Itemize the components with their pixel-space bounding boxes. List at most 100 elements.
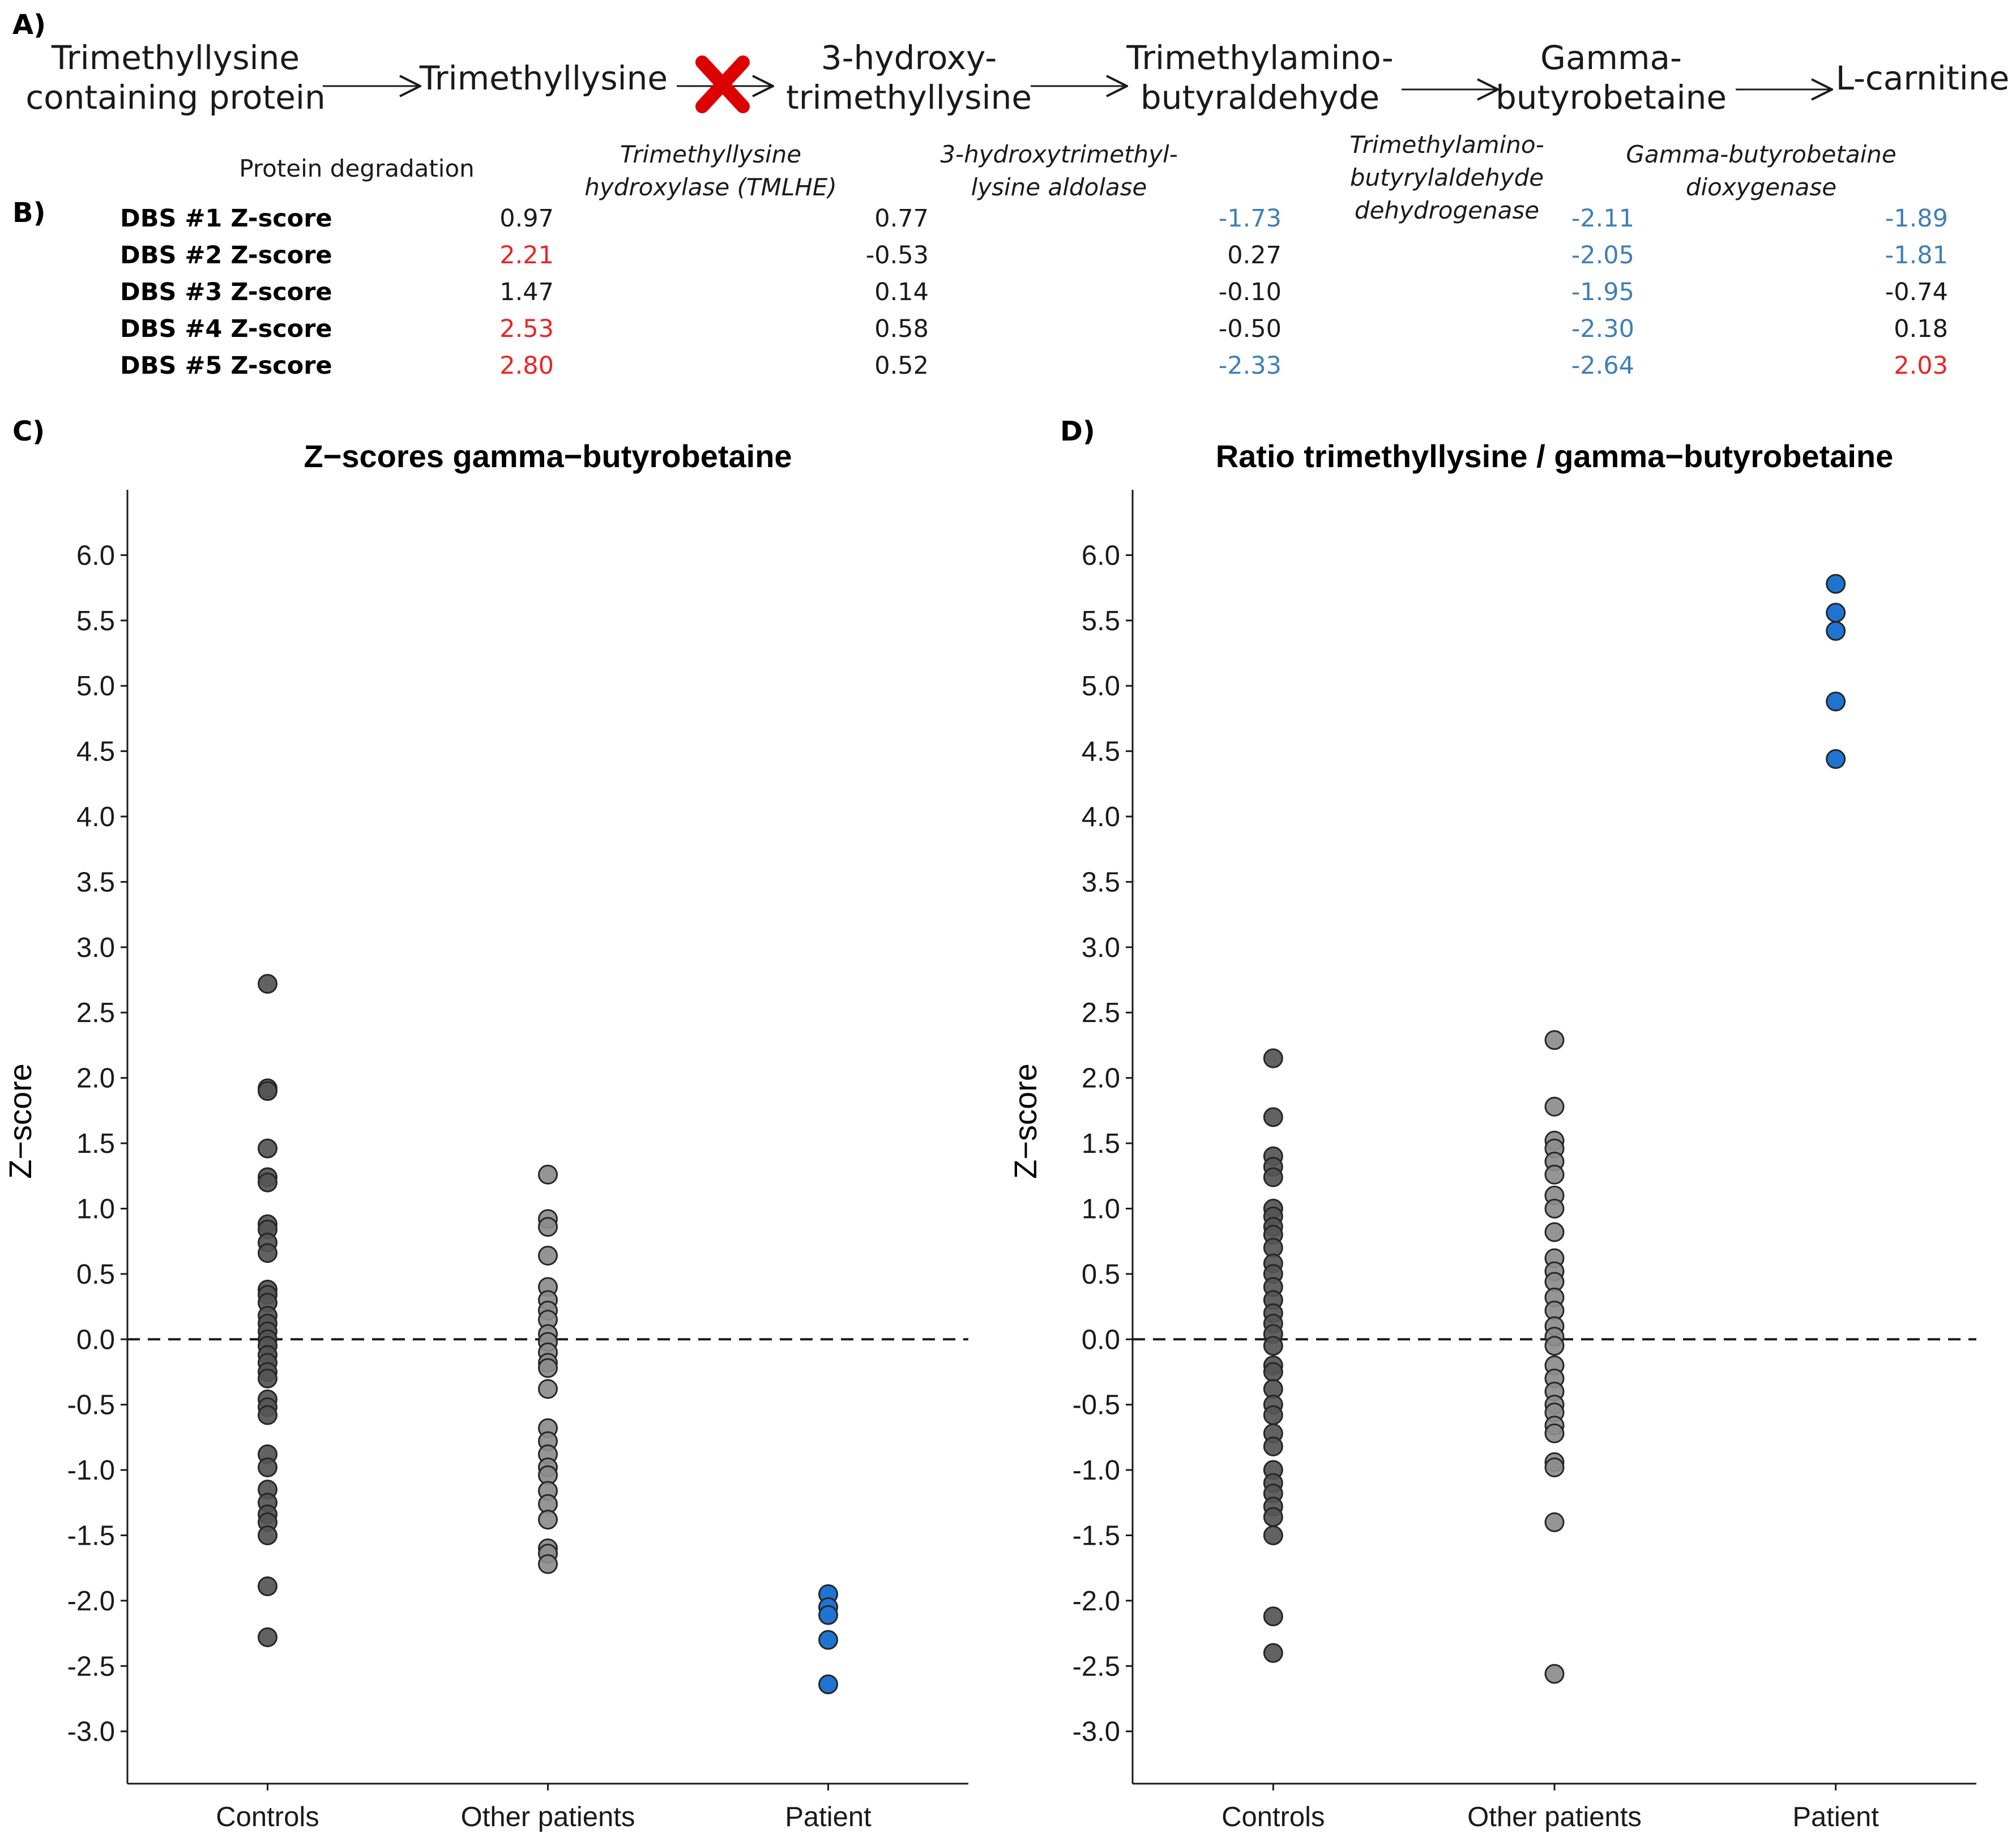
- table-row-label: DBS #2 Z-score: [120, 241, 332, 270]
- data-point-other-patients: [538, 1164, 558, 1185]
- table-cell: -0.53: [866, 241, 929, 270]
- table-cell: 0.14: [874, 278, 929, 306]
- data-point-other-patients: [538, 1217, 558, 1237]
- enzyme-4-line3: dehydrogenase: [1355, 196, 1539, 224]
- table-cell: -0.74: [1885, 278, 1948, 306]
- data-point-controls: [1263, 1606, 1283, 1627]
- y-tick-label: 3.5: [76, 867, 115, 897]
- pathway-step-3-line2: trimethyllysine: [786, 78, 1032, 117]
- pathway-step-4-line1: Trimethylamino-: [1126, 39, 1393, 77]
- table-cell: -1.95: [1571, 278, 1634, 306]
- panel-label-d: D): [1060, 416, 1095, 447]
- data-point-patient: [1826, 574, 1846, 594]
- table-cell: -1.81: [1885, 241, 1948, 270]
- data-point-controls: [1263, 1643, 1283, 1663]
- enzyme-3-line2: lysine aldolase: [971, 173, 1147, 201]
- data-point-other-patients: [1544, 1336, 1565, 1356]
- y-tick-label: -2.5: [1073, 1651, 1120, 1682]
- data-point-controls: [1263, 1107, 1283, 1127]
- data-point-controls: [258, 1081, 277, 1101]
- pathway-step-5-line2: butyrobetaine: [1496, 78, 1727, 117]
- y-axis-label: Z−score: [2, 1063, 38, 1179]
- table-cell: -2.64: [1571, 352, 1634, 380]
- y-tick-label: 5.5: [1082, 606, 1120, 636]
- chart-title: Z−scores gamma−butyrobetaine: [304, 438, 792, 474]
- table-row-label: DBS #3 Z-score: [120, 278, 332, 306]
- table-cell: 0.97: [499, 204, 554, 233]
- pathway-step-1-line2: containing protein: [25, 78, 326, 117]
- data-point-other-patients: [1544, 1222, 1565, 1242]
- y-tick-label: 1.5: [76, 1129, 115, 1159]
- data-point-controls: [258, 1627, 277, 1647]
- y-tick-label: 4.0: [1082, 802, 1120, 832]
- enzyme-5-line2: dioxygenase: [1686, 173, 1836, 201]
- table-cell: 0.77: [874, 204, 929, 233]
- data-point-other-patients: [538, 1510, 558, 1530]
- chart-title: Ratio trimethyllysine / gamma−butyrobeta…: [1216, 438, 1894, 474]
- x-tick-label: Other patients: [461, 1802, 635, 1832]
- enzyme-2-line1: Trimethyllysine: [620, 140, 801, 168]
- x-tick-label: Controls: [216, 1802, 319, 1832]
- panel-label-c: C): [12, 416, 45, 447]
- table-cell: -1.89: [1885, 204, 1948, 233]
- data-point-controls: [258, 1576, 277, 1596]
- y-tick-label: 4.0: [76, 802, 115, 832]
- y-tick-label: 3.5: [1082, 867, 1120, 897]
- data-point-other-patients: [538, 1554, 558, 1574]
- data-point-patient: [1826, 749, 1846, 769]
- data-point-controls: [258, 973, 277, 994]
- pathway-step-2: Trimethyllysine: [419, 59, 668, 97]
- red-cross-icon: [695, 55, 750, 113]
- data-point-other-patients: [1544, 1457, 1565, 1477]
- y-tick-label: -2.5: [67, 1651, 115, 1682]
- table-cell: 2.03: [1894, 352, 1948, 380]
- y-tick-label: -1.0: [1073, 1455, 1120, 1486]
- data-point-other-patients: [1544, 1164, 1565, 1185]
- y-tick-label: 2.0: [76, 1063, 115, 1094]
- y-tick-label: -3.0: [67, 1717, 115, 1747]
- data-point-controls: [1263, 1048, 1283, 1068]
- enzyme-5-line1: Gamma-butyrobetaine: [1626, 140, 1896, 168]
- table-cell: 2.21: [499, 241, 554, 270]
- enzyme-3-line1: 3-hydroxytrimethyl-: [940, 140, 1178, 168]
- table-cell: -0.10: [1219, 278, 1282, 306]
- data-point-controls: [258, 1172, 277, 1192]
- table-row-label: DBS #4 Z-score: [120, 315, 332, 343]
- data-point-other-patients: [538, 1358, 558, 1378]
- chart-ratio-trimethyllysine: Ratio trimethyllysine / gamma−butyrobeta…: [1007, 438, 1976, 1832]
- table-cell: -2.05: [1571, 241, 1634, 270]
- chart-gamma-butyrobetaine: Z−scores gamma−butyrobetaine Z−score 6.0 5.…: [2, 438, 968, 1832]
- data-point-controls: [1263, 1437, 1283, 1457]
- y-tick-label: 0.0: [1082, 1324, 1120, 1355]
- table-cell: 2.80: [499, 352, 554, 380]
- y-tick-label: -0.5: [1073, 1390, 1120, 1421]
- data-point-other-patients: [538, 1246, 558, 1266]
- y-tick-label: 0.5: [76, 1259, 115, 1290]
- pathway-step-1-line1: Trimethyllysine: [51, 39, 300, 77]
- table-cell: 0.27: [1227, 241, 1282, 270]
- data-point-controls: [258, 1457, 277, 1477]
- table-cell: 0.58: [874, 315, 929, 343]
- data-point-controls: [258, 1243, 277, 1263]
- data-point-other-patients: [1544, 1423, 1565, 1443]
- enzyme-2-line2: hydroxylase (TMLHE): [584, 173, 836, 201]
- data-point-controls: [1263, 1167, 1283, 1187]
- pathway-step-3-line1: 3-hydroxy-: [821, 39, 997, 77]
- data-point-patient: [818, 1605, 838, 1625]
- data-point-other-patients: [538, 1379, 558, 1399]
- y-tick-label: -2.0: [1073, 1586, 1120, 1617]
- y-tick-label: 2.5: [76, 998, 115, 1028]
- table-cell: 0.18: [1894, 315, 1948, 343]
- y-tick-label: -1.5: [67, 1520, 115, 1551]
- y-tick-label: -1.5: [1073, 1520, 1120, 1551]
- table-row-label: DBS #1 Z-score: [120, 204, 332, 233]
- data-point-controls: [1263, 1405, 1283, 1425]
- data-point-other-patients: [1544, 1198, 1565, 1219]
- y-tick-label: 2.5: [1082, 998, 1120, 1028]
- y-tick-label: -2.0: [67, 1586, 115, 1617]
- table-cell: -2.33: [1219, 352, 1282, 380]
- data-point-other-patients: [1544, 1512, 1565, 1532]
- y-tick-label: 0.0: [76, 1324, 115, 1355]
- y-tick-label: 2.0: [1082, 1063, 1120, 1094]
